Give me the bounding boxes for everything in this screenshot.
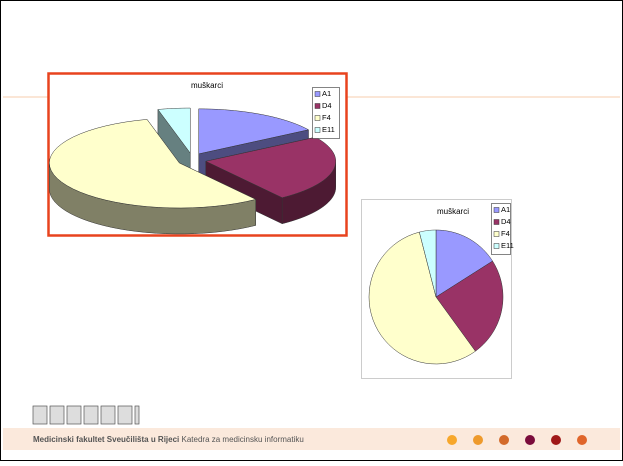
legend-label: A1: [501, 205, 510, 214]
legend-label: D4: [322, 101, 332, 110]
legend-label: E11: [501, 241, 514, 250]
footer-normal: Katedra za medicinsku informatiku: [182, 435, 304, 444]
legend-swatch: [314, 115, 321, 121]
legend-swatch: [314, 103, 321, 109]
chart-title: muškarci: [191, 81, 223, 90]
legend-swatch: [314, 127, 321, 133]
slice: [204, 136, 337, 198]
chart-title: muškarci: [437, 207, 469, 216]
slice: [435, 229, 493, 298]
slice: [435, 260, 504, 352]
slice: [157, 107, 191, 154]
slice: [368, 231, 476, 365]
legend-label: A1: [322, 89, 331, 98]
legend-swatch: [314, 91, 321, 97]
slice: [49, 119, 257, 209]
legend-swatch: [493, 231, 500, 237]
slice: [419, 229, 437, 298]
footer-bold: Medicinski fakultet Sveučilišta u Rijeci: [33, 435, 179, 444]
legend-label: D4: [501, 217, 511, 226]
legend-label: F4: [501, 229, 510, 238]
footer-text: Medicinski fakultet Sveučilišta u Rijeci…: [33, 435, 304, 444]
legend-swatch: [493, 243, 500, 249]
footer-band: [3, 428, 620, 450]
logo: [32, 405, 140, 425]
nav-dots: [447, 435, 587, 445]
slice: [198, 108, 310, 155]
legend-label: F4: [322, 113, 331, 122]
legend-swatch: [493, 219, 500, 225]
legend-label: E11: [322, 125, 335, 134]
legend-box: [491, 203, 511, 255]
legend-swatch: [493, 207, 500, 213]
